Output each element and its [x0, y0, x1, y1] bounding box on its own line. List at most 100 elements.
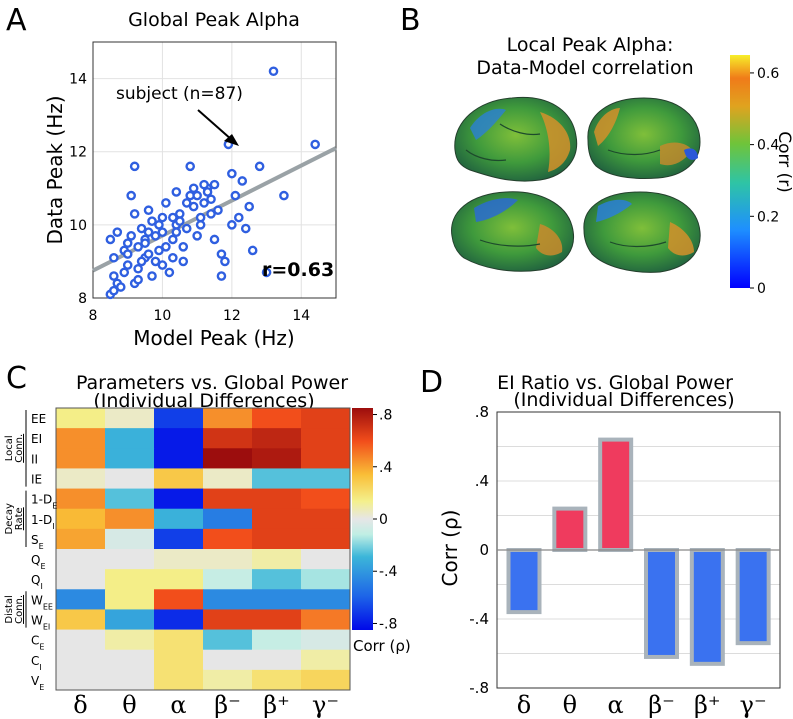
heatmap-cell — [203, 428, 253, 449]
panel-d-x-label: α — [608, 691, 624, 719]
bar — [552, 506, 588, 553]
panel-a-y-tick-label: 14 — [69, 72, 87, 88]
scatter-point — [220, 256, 230, 267]
panel-c-colorbar-tick-label: -.8 — [379, 616, 397, 632]
heatmap-cell — [105, 649, 155, 671]
scatter-point — [133, 274, 143, 285]
scatter-point — [143, 249, 154, 259]
heatmap-cell — [301, 549, 351, 570]
scatter-point — [216, 271, 227, 281]
panel-b: B Local Peak Alpha: Data-Model correlati… — [400, 3, 793, 297]
heatmap-cell — [203, 468, 253, 490]
heatmap-cell — [301, 629, 351, 651]
panel-c-letter: C — [6, 361, 27, 396]
scatter-point — [181, 198, 192, 208]
brain-lateral-left — [454, 96, 578, 182]
heatmap-cell — [252, 569, 302, 590]
scatter-point — [109, 271, 119, 281]
scatter-point — [188, 183, 199, 194]
panel-b-colorbar — [730, 55, 750, 288]
scatter-points — [105, 66, 320, 300]
heatmap-cell — [301, 408, 351, 429]
panel-d: D EI Ratio vs. Global Power (Individual … — [420, 365, 781, 719]
scatter-point — [157, 212, 168, 223]
heatmap-cell — [105, 508, 155, 530]
scatter-point — [136, 256, 147, 267]
heatmap-cell — [252, 669, 302, 691]
heatmap-cell — [56, 528, 106, 550]
heatmap-cell — [105, 569, 155, 590]
heatmap-row-label: EE — [31, 412, 46, 426]
panel-b-letter: B — [400, 3, 421, 38]
heatmap-cell — [154, 569, 204, 590]
panel-d-title-line1: EI Ratio vs. Global Power — [497, 372, 733, 394]
scatter-point — [112, 227, 123, 237]
heatmap-row-label: IE — [31, 473, 42, 487]
scatter-point — [109, 252, 119, 263]
panel-a-x-tick-label: 14 — [292, 308, 310, 324]
heatmap-cell — [252, 649, 302, 671]
heatmap-cell — [154, 609, 204, 631]
heatmap-cell — [105, 629, 155, 651]
heatmap-cell — [252, 408, 302, 429]
panel-a-x-ticks: 8 10 12 14 — [89, 308, 311, 324]
panel-c-colorbar-tick-label: 0 — [379, 512, 388, 528]
panel-a-plot-frame — [92, 41, 337, 299]
scatter-point — [168, 234, 178, 245]
heatmap-cell — [203, 528, 253, 550]
panel-d-y-tick-label: -.8 — [469, 679, 489, 697]
heatmap-cell — [252, 528, 302, 550]
panel-c-colorbar-tick-label: .8 — [379, 408, 392, 424]
heatmap-row-label: CI — [31, 654, 42, 672]
panel-b-title-line2: Data-Model correlation — [476, 57, 693, 79]
scatter-point — [178, 241, 189, 252]
heatmap-column-label: θ — [122, 691, 136, 719]
scatter-point — [206, 194, 216, 205]
heatmap-cell — [252, 629, 302, 651]
panel-d-x-label: δ — [517, 691, 531, 719]
heatmap-column-label: β⁺ — [263, 691, 290, 719]
scatter-point — [157, 227, 168, 237]
scatter-point — [157, 260, 168, 270]
annotation-arrow-head — [224, 134, 239, 146]
scatter-point — [199, 198, 209, 208]
panel-d-y-tick-label: .8 — [475, 403, 489, 421]
panel-c-heatmap-cells — [56, 408, 351, 691]
heatmap-cell — [203, 408, 253, 429]
panel-d-y-ticks: .8 .4 0 -.4 -.8 — [469, 403, 489, 697]
panel-d-letter: D — [420, 365, 443, 400]
scatter-point — [244, 201, 255, 212]
heatmap-cell — [56, 649, 106, 671]
heatmap-cell — [252, 488, 302, 510]
row-group-label: Local — [4, 435, 15, 461]
heatmap-cell — [301, 569, 351, 590]
heatmap-cell — [56, 589, 106, 610]
subject-annotation: subject (n=87) — [116, 84, 243, 104]
panel-a-x-tick-label: 12 — [223, 308, 241, 324]
heatmap-row-label: WEI — [31, 614, 50, 632]
row-group-label: Rate — [14, 507, 25, 530]
scatter-point — [147, 271, 157, 281]
heatmap-cell — [203, 569, 253, 590]
heatmap-cell — [301, 488, 351, 510]
heatmap-cell — [56, 448, 106, 469]
panel-d-y-label: Corr (ρ) — [438, 510, 462, 587]
heatmap-cell — [301, 609, 351, 631]
scatter-point — [161, 241, 171, 252]
scatter-point — [310, 139, 320, 150]
heatmap-cell — [56, 508, 106, 530]
panel-c-heatmap-frame — [55, 407, 351, 691]
panel-a-y-ticks: 8 10 12 14 — [69, 72, 87, 307]
scatter-point — [126, 190, 136, 201]
heatmap-cell — [203, 589, 253, 610]
correlation-stat: r=0.63 — [262, 259, 334, 281]
bar — [506, 548, 542, 615]
heatmap-cell — [154, 669, 204, 691]
panel-c-column-labels: δ θ α β⁻ β⁺ γ⁻ — [73, 691, 339, 719]
panel-c-colorbar-ticks: .8 .4 0 -.4 -.8 — [373, 408, 398, 632]
heatmap-cell — [203, 609, 253, 631]
heatmap-cell — [56, 669, 106, 691]
heatmap-cell — [56, 408, 106, 429]
